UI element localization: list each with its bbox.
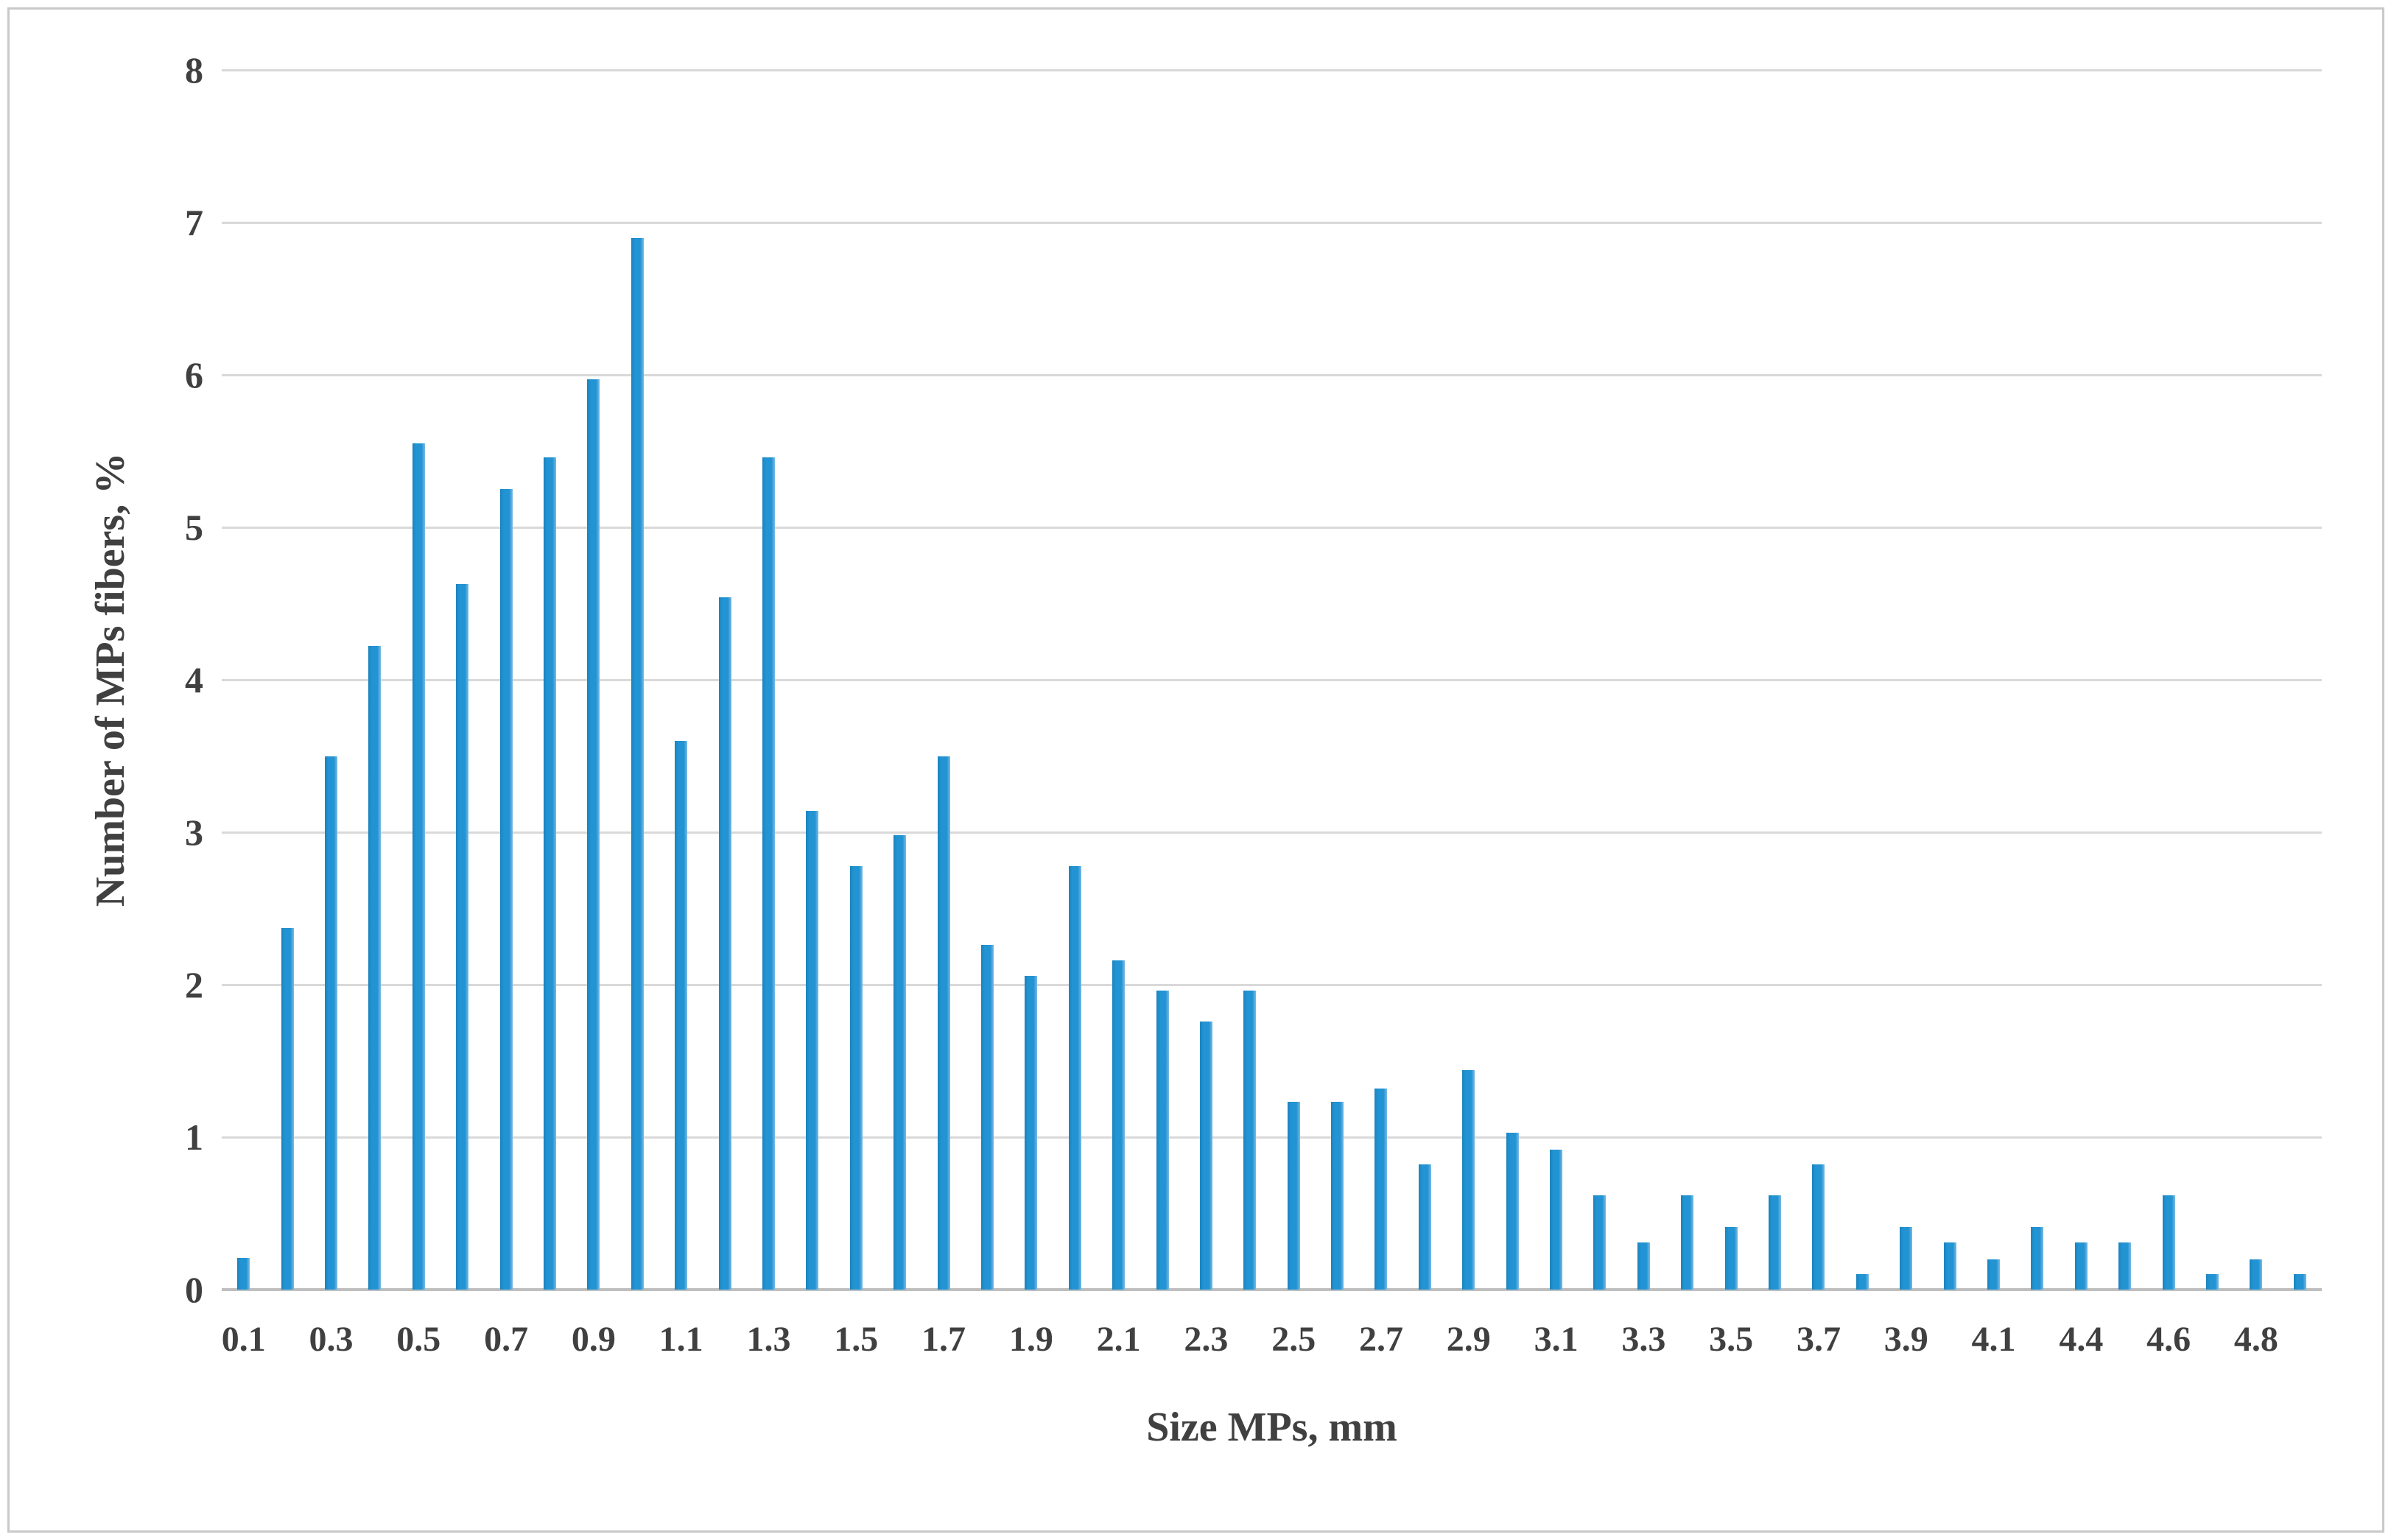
x-tick-label: 4.6 [2146, 1320, 2191, 1359]
bar [631, 237, 644, 1290]
x-tick-label: 4.8 [2233, 1320, 2278, 1359]
x-tick-label: 2.9 [1446, 1320, 1491, 1359]
x-tick-label: 1.9 [1008, 1320, 1053, 1359]
bar [1418, 1164, 1431, 1290]
bar [324, 756, 337, 1290]
x-tick-label: 2.1 [1096, 1320, 1141, 1359]
bar [1724, 1227, 1738, 1290]
bar [499, 489, 513, 1290]
x-tick-label: 2.3 [1184, 1320, 1229, 1359]
bar [2206, 1274, 2219, 1290]
y-tick-label: 2 [185, 964, 203, 1005]
gridline [222, 221, 2322, 224]
x-tick-label: 0.3 [309, 1320, 354, 1359]
bar [1550, 1149, 1563, 1290]
bar [456, 583, 469, 1290]
y-tick-label: 0 [185, 1269, 203, 1310]
x-tick-label: 0.5 [396, 1320, 441, 1359]
bar [1943, 1242, 1956, 1290]
y-tick-label: 5 [185, 507, 203, 548]
x-axis-title: Size MPs, mm [1146, 1404, 1397, 1450]
bar [1374, 1088, 1388, 1290]
x-tick-label: 0.9 [571, 1320, 616, 1359]
bar [587, 379, 600, 1290]
bar [1331, 1102, 1344, 1290]
figure-border [7, 7, 2384, 1533]
bar [1156, 991, 1169, 1290]
bar [281, 928, 294, 1290]
x-tick-label: 4.1 [1971, 1320, 2016, 1359]
y-tick-label: 6 [185, 354, 203, 395]
bar [2162, 1195, 2175, 1290]
y-tick-label: 1 [185, 1117, 203, 1158]
bar [237, 1257, 250, 1290]
bar [1243, 991, 1257, 1290]
gridline [222, 373, 2322, 376]
bar [1769, 1195, 1782, 1290]
bar [1506, 1132, 1519, 1290]
x-tick-label: 3.1 [1534, 1320, 1579, 1359]
x-tick-label: 2.7 [1358, 1320, 1403, 1359]
x-tick-label: 1.7 [921, 1320, 966, 1359]
x-tick-label: 1.1 [659, 1320, 703, 1359]
x-tick-label: 4.4 [2059, 1320, 2104, 1359]
bar [1025, 975, 1038, 1290]
bar [1812, 1164, 1825, 1290]
x-tick-label: 3.7 [1796, 1320, 1841, 1359]
bar [2250, 1259, 2263, 1290]
bar [2118, 1242, 2132, 1290]
bar [543, 457, 556, 1290]
bar [2031, 1227, 2044, 1290]
bar [1987, 1259, 2001, 1290]
bar [1287, 1102, 1300, 1290]
bar [1681, 1195, 1694, 1290]
x-tick-label: 1.5 [834, 1320, 879, 1359]
x-tick-label: 3.3 [1621, 1320, 1666, 1359]
bar [412, 443, 425, 1290]
bar [1068, 865, 1081, 1290]
x-tick-label: 0.7 [484, 1320, 529, 1359]
x-tick-label: 2.5 [1271, 1320, 1316, 1359]
bar [1199, 1021, 1212, 1290]
bar [762, 457, 775, 1290]
bar [1462, 1069, 1475, 1290]
bar [893, 835, 907, 1290]
gridline [222, 983, 2322, 986]
y-tick-label: 4 [185, 659, 203, 700]
bar [1593, 1195, 1607, 1290]
bar [849, 865, 863, 1290]
y-tick-label: 7 [185, 202, 203, 243]
bar [1637, 1242, 1650, 1290]
bar [937, 756, 950, 1290]
y-tick-label: 3 [185, 812, 203, 853]
bar [718, 597, 731, 1290]
y-tick-label: 8 [185, 49, 203, 91]
gridline [222, 1136, 2322, 1139]
gridline [222, 678, 2322, 681]
x-axis-baseline [222, 1288, 2322, 1291]
gridline [222, 831, 2322, 834]
bar [2293, 1274, 2306, 1290]
gridline [222, 68, 2322, 71]
x-tick-label: 0.1 [221, 1320, 266, 1359]
bar [1855, 1274, 1869, 1290]
bar [806, 811, 819, 1290]
bar [980, 945, 994, 1290]
x-tick-label: 1.3 [746, 1320, 791, 1359]
bar [675, 740, 688, 1290]
bar [368, 646, 382, 1290]
bar [1900, 1227, 1913, 1290]
x-tick-label: 3.9 [1883, 1320, 1928, 1359]
gridline [222, 526, 2322, 529]
x-tick-label: 3.5 [1709, 1320, 1754, 1359]
bar [2074, 1242, 2088, 1290]
bar [1112, 960, 1126, 1290]
